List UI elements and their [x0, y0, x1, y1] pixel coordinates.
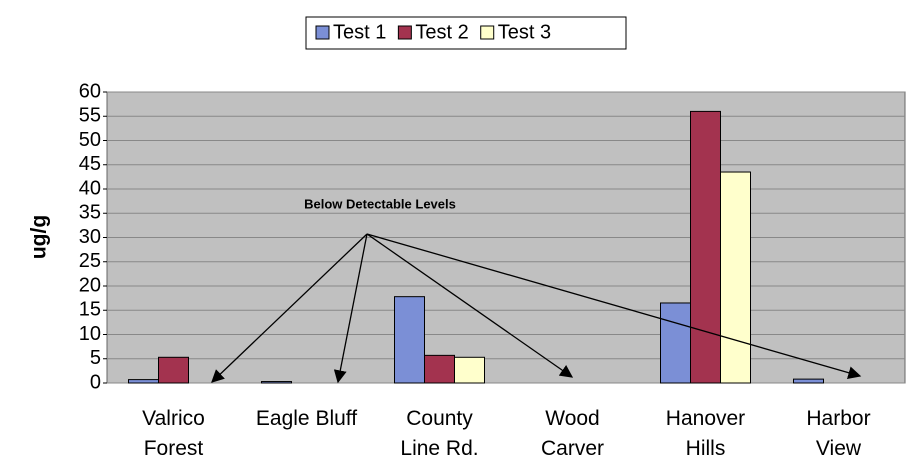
y-tick-label: 60: [79, 80, 101, 102]
bar: [424, 354, 455, 384]
bar: [158, 356, 189, 384]
legend-label: Test 2: [415, 21, 468, 43]
x-tick-label: County Line Rd.: [400, 407, 479, 460]
legend-label: Test 1: [333, 21, 386, 43]
x-tick-label: Eagle Bluff: [255, 407, 358, 430]
legend-swatch: [315, 25, 330, 40]
y-tick-label: 35: [79, 202, 101, 224]
bar: [793, 378, 824, 384]
bar: [454, 356, 485, 384]
legend-label: Test 3: [498, 21, 551, 43]
x-tick-label: Harbor View: [806, 407, 871, 460]
annotation-arrows: [211, 233, 862, 384]
bar: [128, 379, 159, 384]
annotation: Below Detectable Levels: [304, 196, 456, 211]
bar: [261, 381, 292, 384]
y-tick-label: 40: [79, 177, 101, 199]
y-axis-label: ug/g: [28, 215, 51, 259]
legend-swatch: [480, 25, 495, 40]
bar: [690, 110, 721, 384]
bar: [394, 296, 425, 384]
y-tick-label: 50: [79, 129, 101, 151]
y-tick-label: 10: [79, 323, 101, 345]
y-tick-label: 45: [79, 153, 101, 175]
y-tick-label: 5: [90, 347, 101, 369]
x-tick-label: Hanover Hills: [665, 407, 746, 460]
y-tick-label: 25: [79, 250, 101, 272]
legend-swatch: [397, 25, 412, 40]
y-tick-label: 30: [79, 226, 101, 248]
bar: [660, 302, 691, 384]
bar: [720, 171, 751, 384]
y-tick-label: 15: [79, 299, 101, 321]
y-tick-label: 55: [79, 105, 101, 127]
y-tick-label: 20: [79, 274, 101, 296]
legend-box: [305, 16, 627, 50]
y-tick-label: 0: [90, 371, 101, 393]
x-tick-label: Valrico Forest: [142, 407, 205, 460]
x-tick-label: Wood Carver: [540, 407, 604, 460]
